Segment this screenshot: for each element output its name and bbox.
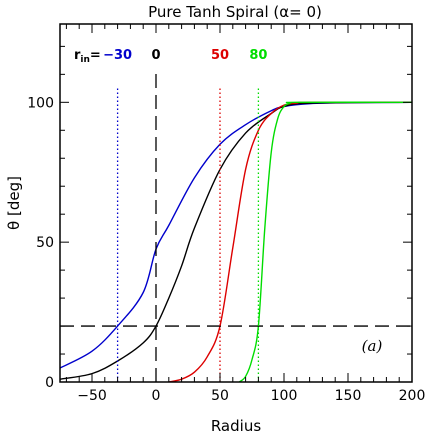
series-line-1 — [60, 101, 412, 380]
rin-label-r: r — [74, 48, 81, 63]
x-axis-label: Radius — [211, 417, 261, 435]
y-axis-label: θ [deg] — [5, 176, 23, 230]
x-tick-label-5: 200 — [399, 388, 426, 404]
rin-value-1: 0 — [151, 48, 160, 63]
series-line-0 — [60, 101, 412, 369]
series-layer — [60, 101, 412, 382]
x-tick-label-0: −50 — [77, 388, 107, 404]
svg-text:rin=: rin= — [74, 48, 101, 65]
panel-label: (a) — [362, 337, 383, 355]
rin-value-0: −30 — [103, 48, 132, 63]
axis-ticks: −50 0 50 100 150 200 0 50 100 — [27, 24, 425, 404]
plot-frame — [59, 23, 413, 383]
series-line-3 — [238, 101, 412, 382]
rin-label: rin= — [74, 48, 101, 65]
y-tick-label-0: 0 — [45, 375, 54, 391]
rin-value-3: 80 — [249, 48, 267, 63]
rin-label-sub: in — [80, 55, 90, 65]
x-tick-label-4: 150 — [335, 388, 362, 404]
y-tick-label-1: 50 — [36, 235, 54, 251]
x-tick-label-3: 100 — [271, 388, 298, 404]
rin-values: −30 0 50 80 — [103, 48, 267, 63]
chart-title: Pure Tanh Spiral (α= 0) — [148, 3, 322, 21]
x-tick-label-2: 50 — [211, 388, 229, 404]
reference-lines — [60, 69, 412, 382]
rin-value-2: 50 — [211, 48, 229, 63]
y-tick-label-2: 100 — [27, 95, 54, 111]
x-tick-label-1: 0 — [152, 388, 161, 404]
rin-label-eq: = — [90, 48, 101, 63]
